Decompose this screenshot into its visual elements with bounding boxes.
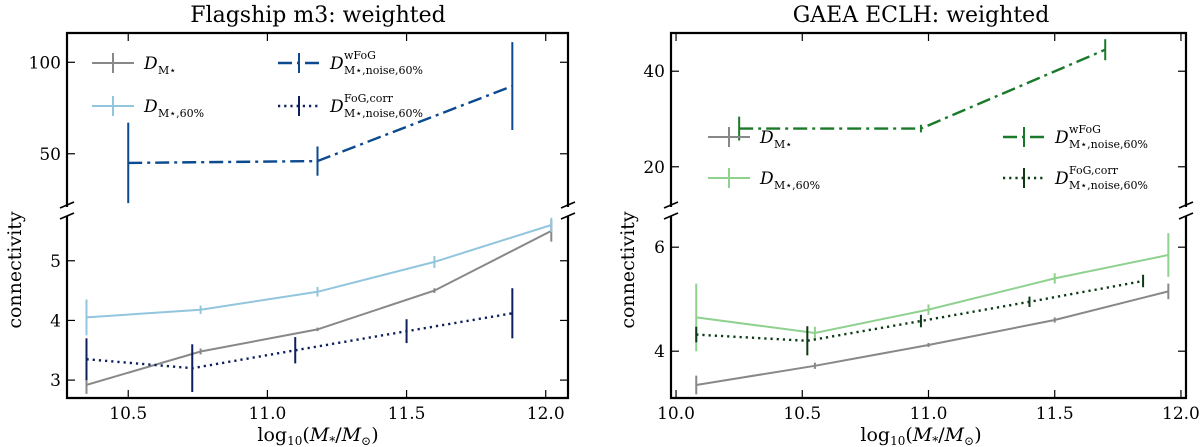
upper-ytick-label: 50 [39, 145, 61, 165]
series-line [696, 254, 1169, 335]
upper-ytick-label: 40 [643, 62, 665, 82]
legend-entry-0: D M⋆ [708, 127, 792, 151]
axis-break-mark [560, 201, 576, 220]
legend-entry-0: D M⋆ [92, 53, 176, 77]
y-axis-label: connectivity [4, 211, 26, 329]
legend-subscript: M⋆,noise,60% [344, 64, 423, 77]
lower-ytick-label: 4 [50, 311, 61, 331]
legend-label: D [143, 54, 158, 74]
legend-subscript: M⋆ [158, 64, 176, 77]
y-axis-label: connectivity [617, 211, 639, 329]
xtick-label: 11.5 [388, 404, 426, 424]
legend-entry-1: D M⋆,60% [708, 168, 820, 192]
legend-subscript: M⋆,noise,60% [344, 107, 423, 120]
xtick-label: 11.0 [910, 404, 948, 424]
legend-subscript: M⋆,60% [158, 107, 204, 120]
gaea-chart: GAEA ECLH: weighted 20 40 4 6 10.0 10.5 11.0 1… [617, 3, 1200, 447]
axis-break-mark [59, 201, 75, 220]
legend-subscript: M⋆ [774, 138, 792, 151]
x-axis-label: log10(M*/M⊙) [257, 424, 378, 447]
x-axis-label: log10(M*/M⊙) [860, 424, 981, 447]
xtick-label: 10.0 [657, 404, 695, 424]
series-3 [85, 288, 514, 393]
chart-title: Flagship m3: weighted [190, 3, 445, 28]
upper-panel-frame [65, 31, 570, 205]
legend-label: D [759, 169, 774, 189]
legend-entry-1: D M⋆,60% [92, 96, 204, 120]
upper-ytick-label: 20 [643, 158, 665, 178]
lower-ytick-label: 5 [50, 252, 61, 272]
legend-label: D [329, 54, 344, 74]
series-line [86, 224, 552, 319]
lower-ytick-label: 3 [50, 371, 61, 391]
legend-superscript: FoG,corr [344, 92, 394, 105]
xtick-label: 11.0 [248, 404, 286, 424]
series-0 [695, 283, 1170, 395]
axis-break-mark [1178, 201, 1194, 220]
legend-superscript: FoG,corr [1069, 164, 1119, 177]
xtick-label: 12.0 [527, 404, 565, 424]
legend-label: D [759, 128, 774, 148]
series-line [739, 48, 1106, 130]
series-line [86, 312, 513, 370]
xtick-label: 12.0 [1162, 404, 1200, 424]
legend-entry-3: D FoG,corr M⋆,noise,60% [278, 92, 423, 120]
xtick-label: 10.5 [109, 404, 147, 424]
axis-break-mark [663, 201, 679, 220]
series-line [86, 230, 552, 386]
upper-ytick-label: 100 [29, 53, 61, 73]
xtick-label: 11.5 [1036, 404, 1074, 424]
lower-ytick-label: 4 [654, 342, 665, 362]
series-1 [695, 233, 1170, 352]
legend-subscript: M⋆,noise,60% [1069, 179, 1148, 192]
series-3 [695, 274, 1145, 356]
lower-panel-frame [65, 216, 570, 400]
legend-label: D [1054, 169, 1069, 189]
series-line [128, 84, 513, 165]
legend-superscript: wFoG [1069, 123, 1101, 136]
legend-subscript: M⋆,noise,60% [1069, 138, 1148, 151]
series-line [696, 290, 1169, 386]
series-1 [85, 217, 553, 336]
legend-label: D [143, 97, 158, 117]
xtick-label: 10.5 [783, 404, 821, 424]
lower-ytick-label: 6 [654, 238, 665, 258]
flagship-chart: Flagship m3: weighted 50 100 3 4 5 10.5 11.0 1… [4, 3, 576, 447]
chart-title: GAEA ECLH: weighted [793, 3, 1050, 28]
legend-superscript: wFoG [344, 49, 376, 62]
legend-label: D [329, 97, 344, 117]
legend-entry-3: D FoG,corr M⋆,noise,60% [1003, 164, 1148, 192]
legend-label: D [1054, 128, 1069, 148]
legend-subscript: M⋆,60% [774, 179, 820, 192]
series-2 [738, 39, 1107, 141]
series-2 [127, 42, 514, 204]
